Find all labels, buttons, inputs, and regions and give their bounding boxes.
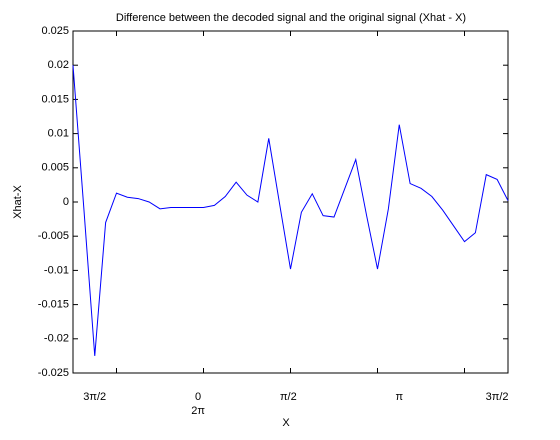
x-annotation: π/2 bbox=[280, 391, 297, 403]
x-annotation: 3π/2 bbox=[83, 391, 106, 403]
plot-area bbox=[72, 30, 509, 374]
y-tick-label: 0.025 bbox=[41, 25, 69, 37]
y-tick-label: 0.01 bbox=[48, 128, 69, 140]
y-axis-label: Xhat-X bbox=[12, 185, 24, 219]
y-tick-label: -0.005 bbox=[38, 230, 69, 242]
y-tick-label: -0.025 bbox=[38, 367, 69, 379]
y-tick-label: 0.02 bbox=[48, 59, 69, 71]
chart-title: Difference between the decoded signal an… bbox=[116, 12, 466, 24]
x-annotation: 0 bbox=[195, 391, 201, 403]
y-tick-label: -0.02 bbox=[44, 333, 69, 345]
data-line bbox=[72, 65, 509, 356]
x-annotation: 3π/2 bbox=[486, 391, 509, 403]
y-tick-label: 0.005 bbox=[41, 162, 69, 174]
x-annotation: 2π bbox=[191, 405, 205, 417]
y-tick-label: 0.015 bbox=[41, 93, 69, 105]
x-axis-label: X bbox=[282, 417, 290, 429]
y-tick-label: 0 bbox=[63, 196, 69, 208]
x-annotation: π bbox=[395, 391, 403, 403]
y-tick-label: -0.01 bbox=[44, 264, 69, 276]
y-tick-label: -0.015 bbox=[38, 299, 69, 311]
